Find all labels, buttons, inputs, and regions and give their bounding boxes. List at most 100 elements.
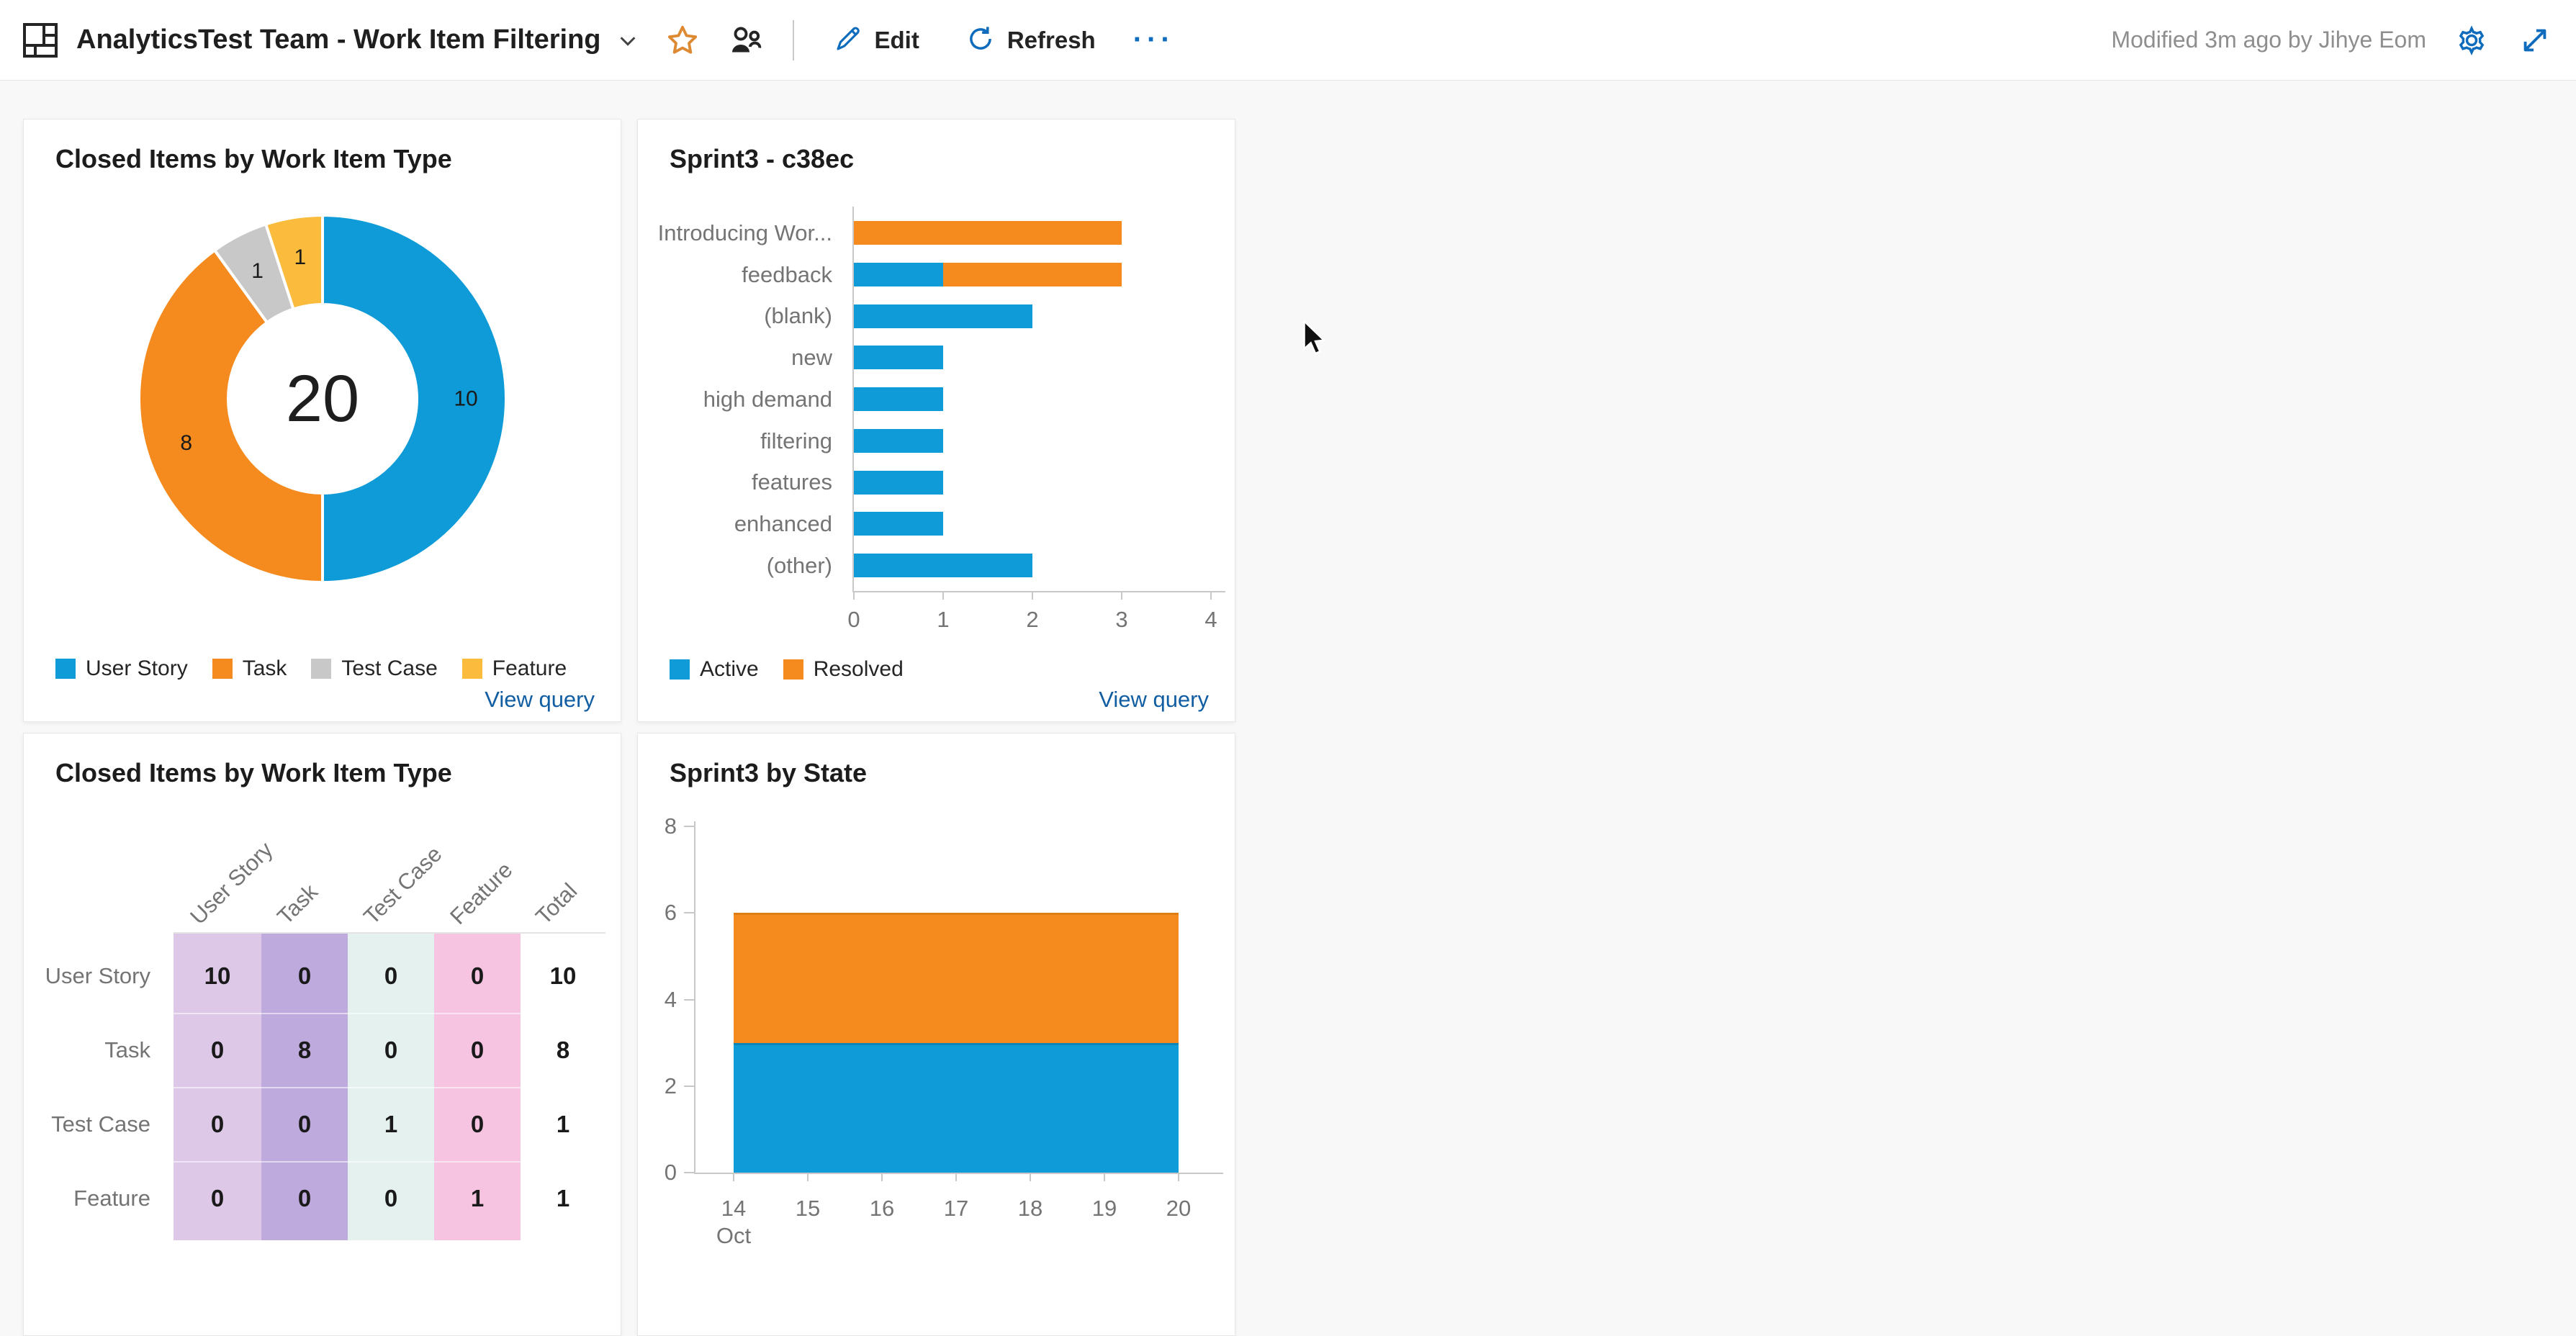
table-cell: 0 [384,1185,398,1211]
bar-segment [854,512,943,536]
bar-segment [854,263,943,287]
y-axis-tick [684,998,694,1001]
table-row-label: Feature [73,1186,150,1211]
area-series [734,1042,1179,1173]
table-cell: 0 [297,1185,312,1211]
widget-closed-items-donut: Closed Items by Work Item Type 10 8 1 1 20 … [23,119,621,722]
gear-icon[interactable] [2455,24,2488,57]
refresh-label: Refresh [1006,26,1096,53]
x-axis-tick-label: 2 [1026,607,1039,632]
chevron-down-icon[interactable] [617,30,639,51]
area-series [734,913,1179,1043]
modified-status: Modified 3m ago by Jihye Eom [2111,27,2426,53]
widget-closed-items-table: Closed Items by Work Item Type User Stor… [23,733,621,1336]
bar-category-label: (other) [766,552,832,578]
bar-segment [854,221,1122,245]
edit-button[interactable]: Edit [833,24,919,56]
y-axis-tick-label: 8 [664,813,677,839]
more-icon[interactable]: ··· [1132,24,1175,55]
x-axis-tick-label: 18 [1017,1196,1043,1221]
star-icon[interactable] [666,24,699,57]
x-axis-tick-label: 16 [869,1196,895,1221]
refresh-icon [965,24,996,56]
expand-icon[interactable] [2518,24,2552,57]
pencil-icon [833,24,863,56]
view-query-link[interactable]: View query [1099,687,1209,712]
legend-label: Active [700,657,759,681]
donut-chart: 10 8 1 1 20 [121,197,524,600]
table-row-label: Task [104,1037,150,1062]
legend-item: User Story [55,656,188,681]
legend-swatch [212,659,233,679]
table-cell: 1 [556,1111,570,1137]
x-axis-tick [733,1173,734,1181]
widget-title: Closed Items by Work Item Type [55,758,452,787]
widget-title: Sprint3 by State [670,758,868,787]
legend-swatch [461,659,482,679]
widget-title: Sprint3 - c38ec [670,144,855,173]
table-cell: 1 [556,1185,570,1211]
dashboard-icon [22,22,59,59]
x-axis-tick [1178,1173,1179,1181]
bar-segment [854,470,943,495]
table-column-header: Test Case [359,841,447,929]
view-query-link[interactable]: View query [485,687,595,712]
y-axis-line [694,821,695,1174]
table-cell: 0 [470,1111,485,1137]
table-cell: 0 [210,1037,225,1063]
x-axis-tick-label: 14 [721,1196,747,1221]
bar-category-label: (blank) [764,303,832,329]
x-axis-month-label: Oct [716,1223,752,1248]
area-chart: 0 2 4 6 8 14 15 16 17 18 19 20 Oct [638,734,1235,1335]
x-axis-line [694,1173,1223,1174]
table-cell: 8 [297,1037,312,1063]
table-column-header: Task [272,879,323,929]
refresh-button[interactable]: Refresh [965,24,1096,56]
legend-swatch [311,659,332,679]
table-cell: 0 [297,962,312,989]
bar-segment [854,553,1032,577]
legend-label: Test Case [341,656,438,680]
bar-category-label: filtering [760,428,832,453]
bar-category-label: features [751,469,832,495]
donut-slice [138,248,324,584]
x-axis-tick [1121,591,1122,600]
bar-segment [943,263,1122,287]
y-axis-tick [684,1085,694,1087]
x-axis-tick [955,1173,957,1181]
table-row-label: Test Case [51,1111,150,1137]
bar-category-label: high demand [703,386,832,412]
table-cell: 0 [384,962,398,989]
y-axis-tick-label: 2 [664,1073,677,1098]
table-cell: 10 [204,962,231,989]
x-axis-tick [881,1173,883,1181]
legend-label: Resolved [813,657,904,681]
x-axis-tick [1032,591,1033,600]
table-row-separator [174,1087,521,1088]
x-axis-tick-label: 19 [1091,1196,1117,1221]
y-axis-tick-label: 0 [664,1160,677,1185]
x-axis-tick [1030,1173,1031,1181]
donut-center-total: 20 [286,362,359,435]
table-cell: 0 [210,1111,225,1137]
x-axis-tick-label: 17 [943,1196,969,1221]
bar-segment [854,304,1032,328]
table-cell: 10 [549,962,577,989]
table-column-header: User Story [185,836,278,929]
x-axis-tick-label: 15 [795,1196,821,1221]
slice-value-label: 10 [454,387,477,411]
donut-legend: User Story Task Test Case Feature [55,656,567,681]
team-icon[interactable] [728,23,762,58]
mouse-cursor [1303,320,1326,355]
table-cell: 0 [210,1185,225,1211]
dashboard-title[interactable]: AnalyticsTest Team - Work Item Filtering [76,24,601,55]
widget-sprint3-by-state: Sprint3 by State 0 2 4 6 8 14 15 16 17 18 19 20 Oct [637,733,1235,1336]
legend-label: User Story [86,656,188,680]
table-cell: 8 [556,1037,570,1063]
toolbar-divider [792,19,794,60]
legend-item: Test Case [311,656,438,681]
x-axis-tick [807,1173,809,1181]
x-axis-tick-label: 4 [1204,607,1217,632]
legend-swatch [55,659,76,679]
table-row-label: User Story [45,963,150,988]
